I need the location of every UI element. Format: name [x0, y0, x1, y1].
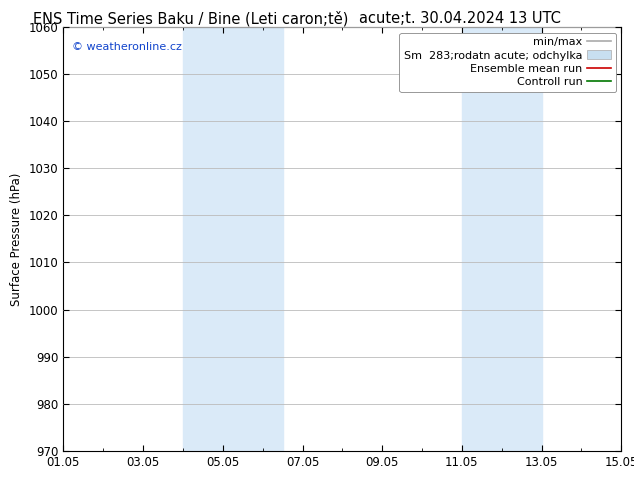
Bar: [462, 27, 541, 451]
Y-axis label: Surface Pressure (hPa): Surface Pressure (hPa): [10, 172, 23, 306]
Text: acute;t. 30.04.2024 13 UTC: acute;t. 30.04.2024 13 UTC: [359, 11, 560, 26]
Text: © weatheronline.cz: © weatheronline.cz: [72, 42, 182, 52]
Text: ENS Time Series Baku / Bine (Leti caron;tě): ENS Time Series Baku / Bine (Leti caron;…: [32, 11, 348, 27]
Legend: min/max, Sm  283;rodatn acute; odchylka, Ensemble mean run, Controll run: min/max, Sm 283;rodatn acute; odchylka, …: [399, 32, 616, 92]
Bar: [183, 27, 283, 451]
